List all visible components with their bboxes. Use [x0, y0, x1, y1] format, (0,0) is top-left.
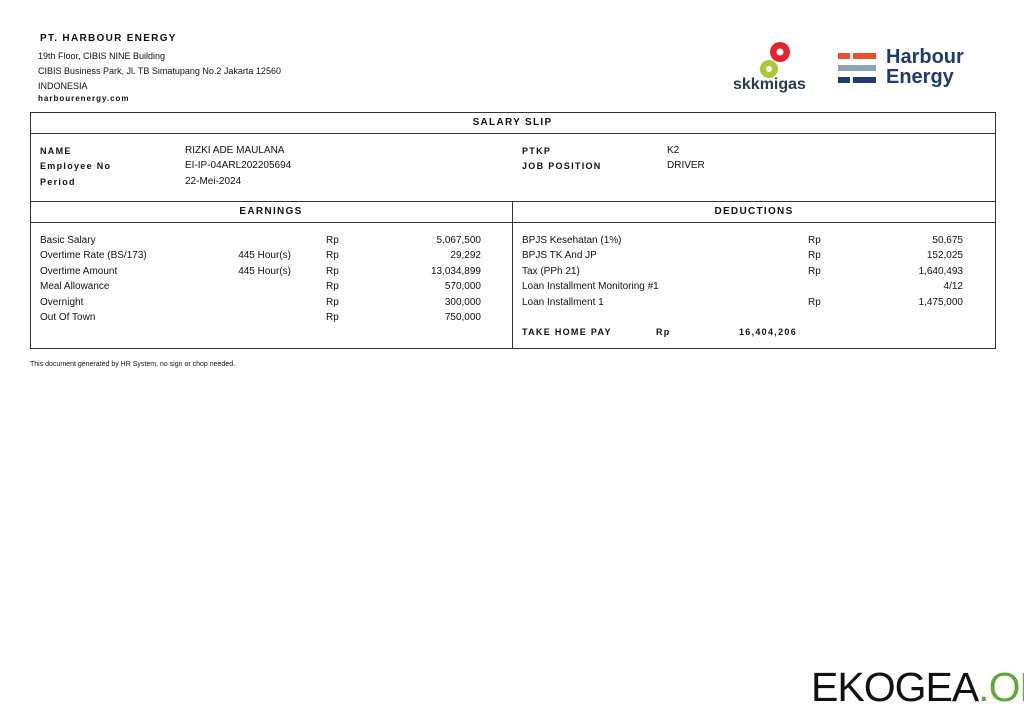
harbour-wordmark-1: Harbour	[886, 46, 964, 68]
deduction-amount: 1,475,000	[918, 297, 964, 308]
earnings-label: Basic Salary	[40, 235, 96, 246]
take-home-pay-amount: 16,404,206	[738, 327, 797, 337]
watermark-part2: .ORG	[978, 664, 1024, 710]
deduction-currency: Rp	[808, 250, 821, 261]
deduction-currency: Rp	[808, 297, 821, 308]
info-label-name: NAME	[40, 146, 72, 156]
earnings-label: Overtime Amount	[40, 266, 118, 277]
deduction-currency: Rp	[808, 266, 821, 277]
info-label-job-position: JOB POSITION	[522, 161, 602, 171]
take-home-pay-label: TAKE HOME PAY	[522, 327, 612, 337]
info-label-employee-no: Employee No	[40, 161, 112, 171]
company-website: harbourenergy.com	[38, 94, 130, 103]
slip-table	[30, 112, 996, 349]
deduction-amount: 1,640,493	[918, 266, 964, 277]
earnings-amount: 300,000	[444, 297, 481, 308]
earnings-qty: 445 Hour(s)	[238, 266, 291, 277]
earnings-amount: 29,292	[450, 250, 481, 261]
deduction-label: BPJS TK And JP	[522, 250, 597, 261]
deduction-label: Loan Installment Monitoring #1	[522, 281, 659, 292]
info-value-ptkp: K2	[667, 145, 680, 156]
earnings-currency: Rp	[326, 266, 339, 277]
harbour-energy-logo: Harbour Energy	[838, 46, 968, 90]
earnings-currency: Rp	[326, 312, 339, 323]
deduction-label: Loan Installment 1	[522, 297, 604, 308]
company-address-1: 19th Floor, CIBIS NINE Building	[38, 51, 166, 61]
watermark: EKOGEA.ORG	[811, 664, 1024, 711]
info-value-name: RIZKI ADE MAULANA	[185, 145, 285, 156]
earnings-currency: Rp	[326, 250, 339, 261]
slip-title: SALARY SLIP	[472, 117, 553, 128]
info-value-job-position: DRIVER	[667, 160, 705, 171]
earnings-amount: 570,000	[444, 281, 481, 292]
earnings-currency: Rp	[326, 235, 339, 246]
earnings-label: Out Of Town	[40, 312, 96, 323]
earnings-amount: 750,000	[444, 312, 481, 323]
take-home-pay-currency: Rp	[656, 327, 671, 337]
skkmigas-logo: skkmigas	[733, 40, 819, 98]
earnings-header: EARNINGS	[239, 206, 303, 217]
deduction-label: BPJS Kesehatan (1%)	[522, 235, 622, 246]
company-country: INDONESIA	[38, 81, 88, 91]
earnings-label: Meal Allowance	[40, 281, 110, 292]
company-address-2: CIBIS Business Park, Jl. TB Simatupang N…	[38, 66, 281, 76]
earnings-amount: 5,067,500	[436, 235, 482, 246]
earnings-label: Overtime Rate (BS/173)	[40, 250, 147, 261]
deduction-amount: 152,025	[926, 250, 963, 261]
earnings-amount: 13,034,899	[430, 266, 481, 277]
earnings-currency: Rp	[326, 281, 339, 292]
deduction-amount: 4/12	[943, 281, 963, 292]
footer-note: This document generated by HR System, no…	[30, 361, 236, 368]
skkmigas-mark-icon	[760, 42, 790, 78]
info-value-period: 22-Mei-2024	[185, 176, 242, 187]
watermark-part1: EKOGEA	[811, 664, 979, 710]
harbour-energy-mark-icon	[838, 53, 876, 83]
skkmigas-wordmark: skkmigas	[733, 76, 806, 93]
deduction-label: Tax (PPh 21)	[522, 266, 580, 277]
company-name: PT. HARBOUR ENERGY	[40, 33, 177, 44]
harbour-wordmark-2: Energy	[886, 66, 954, 88]
earnings-label: Overnight	[40, 297, 84, 308]
earnings-currency: Rp	[326, 297, 339, 308]
deduction-currency: Rp	[808, 235, 821, 246]
info-label-ptkp: PTKP	[522, 146, 552, 156]
deduction-amount: 50,675	[932, 235, 963, 246]
deductions-header: DEDUCTIONS	[714, 206, 794, 217]
earnings-qty: 445 Hour(s)	[238, 250, 291, 261]
info-label-period: Period	[40, 177, 76, 187]
info-value-employee-no: EI-IP-04ARL202205694	[185, 160, 292, 171]
